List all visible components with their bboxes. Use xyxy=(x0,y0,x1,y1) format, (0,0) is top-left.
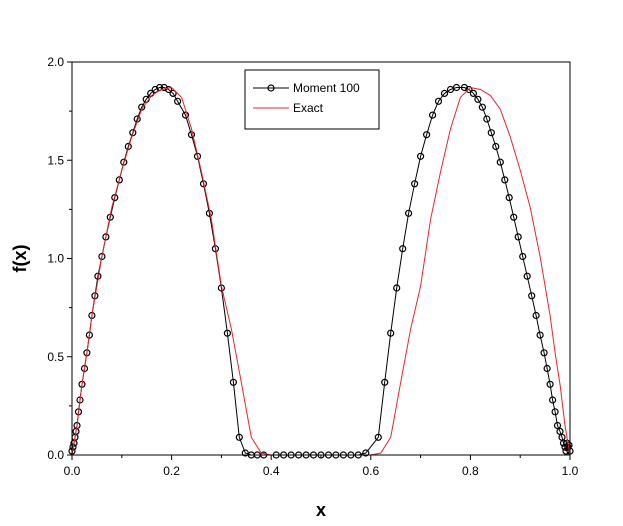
data-point-moment-100 xyxy=(151,85,159,94)
data-point-moment-100 xyxy=(523,272,531,280)
data-point-moment-100 xyxy=(115,176,123,184)
data-point-moment-100 xyxy=(160,83,168,92)
data-point-moment-100 xyxy=(469,89,477,98)
data-point-moment-100 xyxy=(440,89,449,98)
data-point-moment-100 xyxy=(393,284,401,292)
data-point-moment-100 xyxy=(505,194,513,202)
legend: Moment 100 Exact xyxy=(244,69,380,130)
x-tick-label: 0.8 xyxy=(462,464,479,478)
x-tick-label: 0.6 xyxy=(362,464,379,478)
data-point-moment-100 xyxy=(429,111,437,119)
data-point-moment-100 xyxy=(561,443,569,451)
data-point-moment-100 xyxy=(181,111,190,119)
y-tick-label: 1.5 xyxy=(47,153,64,167)
y-tick-label: 0.0 xyxy=(47,448,64,462)
data-point-moment-100 xyxy=(417,152,425,160)
data-point-moment-100 xyxy=(381,378,389,386)
y-tick-label: 0.5 xyxy=(47,350,64,364)
data-point-moment-100 xyxy=(532,311,540,320)
data-point-moment-100 xyxy=(102,233,110,241)
data-point-moment-100 xyxy=(362,449,370,457)
data-point-moment-100 xyxy=(165,85,173,94)
data-point-moment-100 xyxy=(528,292,536,300)
data-point-moment-100 xyxy=(187,131,196,139)
data-point-moment-100 xyxy=(510,213,518,221)
data-point-moment-100 xyxy=(235,433,243,441)
data-point-moment-100 xyxy=(460,83,468,92)
data-point-moment-100 xyxy=(399,245,407,253)
data-point-moment-100 xyxy=(551,408,559,416)
data-point-moment-100 xyxy=(543,364,551,373)
x-ticks: 0.0 0.2 0.4 0.6 0.8 1.0 xyxy=(64,455,579,478)
data-point-moment-100 xyxy=(496,158,504,166)
x-tick-label: 0.0 xyxy=(64,464,81,478)
data-point-moment-100 xyxy=(553,421,562,430)
data-point-moment-100 xyxy=(492,142,500,151)
legend-label-moment-100: Moment 100 xyxy=(293,81,360,95)
y-tick-label: 1.0 xyxy=(47,252,64,266)
x-tick-label: 0.4 xyxy=(263,464,280,478)
data-point-moment-100 xyxy=(229,378,237,386)
series-line-exact xyxy=(71,86,571,456)
data-point-moment-100 xyxy=(129,129,137,137)
data-point-moment-100 xyxy=(120,158,128,166)
data-point-moment-100 xyxy=(387,329,395,337)
data-point-moment-100 xyxy=(465,85,473,94)
legend-label-exact: Exact xyxy=(293,101,324,115)
data-point-moment-100 xyxy=(546,380,554,388)
y-axis-title: f(x) xyxy=(10,245,30,273)
series-line-moment-100 xyxy=(71,87,571,456)
data-point-moment-100 xyxy=(474,95,482,103)
data-point-moment-100 xyxy=(514,233,522,241)
x-tick-label: 0.2 xyxy=(163,464,180,478)
data-point-moment-100 xyxy=(223,329,231,337)
data-point-moment-100 xyxy=(405,209,413,217)
data-point-moment-100 xyxy=(501,176,509,184)
y-ticks: 0.0 0.5 1.0 1.5 2.0 xyxy=(47,55,72,462)
data-point-moment-100 xyxy=(548,396,557,404)
data-point-moment-100 xyxy=(169,89,177,98)
data-point-moment-100 xyxy=(174,97,182,105)
data-point-moment-100 xyxy=(536,331,544,339)
data-point-moment-100 xyxy=(483,115,491,123)
data-point-moment-100 xyxy=(540,349,548,357)
plot-markers xyxy=(68,83,574,459)
y-tick-label: 2.0 xyxy=(47,55,64,69)
legend-marker-moment-100 xyxy=(267,84,275,92)
data-point-moment-100 xyxy=(478,103,486,111)
data-point-moment-100 xyxy=(434,97,443,105)
plot-lines xyxy=(71,87,571,456)
data-point-moment-100 xyxy=(423,131,431,139)
data-point-moment-100 xyxy=(452,83,461,92)
data-point-moment-100 xyxy=(241,449,249,457)
legend-box xyxy=(244,69,380,130)
data-point-moment-100 xyxy=(446,85,455,94)
x-tick-label: 1.0 xyxy=(562,464,579,478)
data-point-moment-100 xyxy=(374,433,382,441)
data-point-moment-100 xyxy=(98,252,106,261)
x-axis-title: x xyxy=(316,500,326,520)
data-point-moment-100 xyxy=(519,252,527,261)
data-point-moment-100 xyxy=(487,129,495,137)
data-point-moment-100 xyxy=(411,180,419,188)
